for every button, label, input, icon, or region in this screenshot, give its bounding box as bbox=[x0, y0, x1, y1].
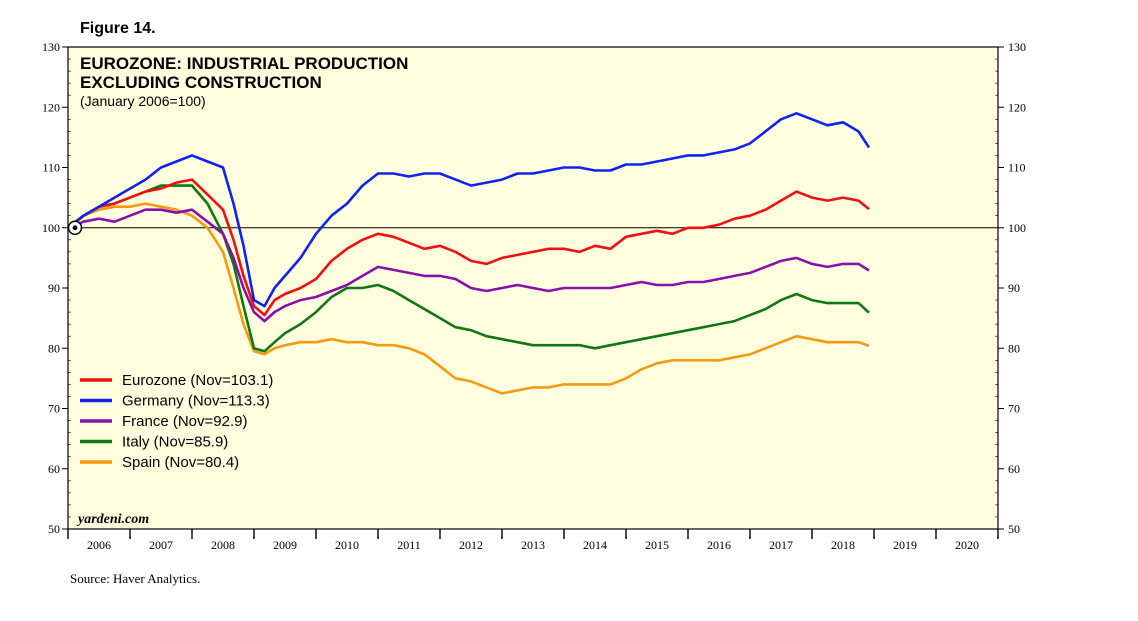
chart-title-line2: EXCLUDING CONSTRUCTION bbox=[80, 73, 322, 92]
chart-title: EUROZONE: INDUSTRIAL PRODUCTION bbox=[80, 54, 408, 73]
x-tick-label: 2012 bbox=[459, 538, 483, 552]
source-note: Source: Haver Analytics. bbox=[70, 571, 200, 586]
left-y-axis: 50 60 70 80 90 100 110 120 130 bbox=[42, 40, 71, 536]
x-tick-label: 2020 bbox=[955, 538, 979, 552]
series-line-france bbox=[67, 208, 870, 323]
y-tick-label: 50 bbox=[48, 522, 60, 536]
watermark: yardeni.com bbox=[76, 512, 149, 527]
x-tick-label: 2017 bbox=[769, 538, 793, 552]
series-line-spain bbox=[67, 202, 870, 395]
y-tick-label: 110 bbox=[1008, 161, 1026, 175]
x-tick-label: 2015 bbox=[645, 538, 669, 552]
y-tick-label: 50 bbox=[1008, 522, 1020, 536]
y-tick-label: 110 bbox=[42, 161, 60, 175]
series-lines bbox=[67, 112, 871, 395]
base-marker-dot bbox=[72, 225, 78, 231]
legend: Eurozone (Nov=103.1) Germany (Nov=113.3) F… bbox=[80, 372, 273, 471]
x-tick-label: 2018 bbox=[831, 538, 855, 552]
y-tick-label: 80 bbox=[1008, 341, 1020, 355]
x-tick-label: 2008 bbox=[211, 538, 235, 552]
y-tick-label: 120 bbox=[1008, 100, 1026, 114]
y-tick-label: 70 bbox=[48, 402, 60, 416]
x-tick-label: 2010 bbox=[335, 538, 359, 552]
x-tick-label: 2014 bbox=[583, 538, 607, 552]
x-axis: 2006 2007 2008 2009 2010 2011 2012 2013 2014 2015… bbox=[67, 529, 999, 552]
legend-label: France (Nov=92.9) bbox=[122, 413, 247, 430]
y-tick-label: 130 bbox=[1008, 40, 1026, 54]
legend-label: Italy (Nov=85.9) bbox=[122, 434, 228, 451]
legend-label: Spain (Nov=80.4) bbox=[122, 454, 239, 471]
x-tick-label: 2009 bbox=[273, 538, 297, 552]
base-marker bbox=[67, 220, 83, 235]
x-tick-label: 2016 bbox=[707, 538, 731, 552]
legend-label: Eurozone (Nov=103.1) bbox=[122, 372, 273, 389]
y-tick-label: 100 bbox=[42, 221, 60, 235]
y-tick-label: 100 bbox=[1008, 221, 1026, 235]
y-tick-label: 90 bbox=[1008, 281, 1020, 295]
series-line-germany bbox=[67, 112, 871, 308]
legend-label: Germany (Nov=113.3) bbox=[122, 393, 270, 410]
x-tick-label: 2019 bbox=[893, 538, 917, 552]
y-tick-label: 60 bbox=[1008, 462, 1020, 476]
series-line-italy bbox=[67, 184, 870, 353]
x-tick-label: 2013 bbox=[521, 538, 545, 552]
right-y-axis: 50 60 70 80 90 100 110 120 130 bbox=[995, 40, 1026, 536]
y-tick-label: 130 bbox=[42, 40, 60, 54]
y-tick-label: 70 bbox=[1008, 402, 1020, 416]
series-line-eurozone bbox=[67, 178, 870, 317]
y-tick-label: 60 bbox=[48, 462, 60, 476]
figure-label: Figure 14. bbox=[80, 20, 156, 37]
y-tick-label: 80 bbox=[48, 341, 60, 355]
chart-subtitle: (January 2006=100) bbox=[80, 93, 206, 109]
y-tick-label: 90 bbox=[48, 281, 60, 295]
x-tick-label: 2007 bbox=[149, 538, 173, 552]
x-tick-label: 2006 bbox=[87, 538, 111, 552]
x-tick-label: 2011 bbox=[397, 538, 421, 552]
y-tick-label: 120 bbox=[42, 100, 60, 114]
